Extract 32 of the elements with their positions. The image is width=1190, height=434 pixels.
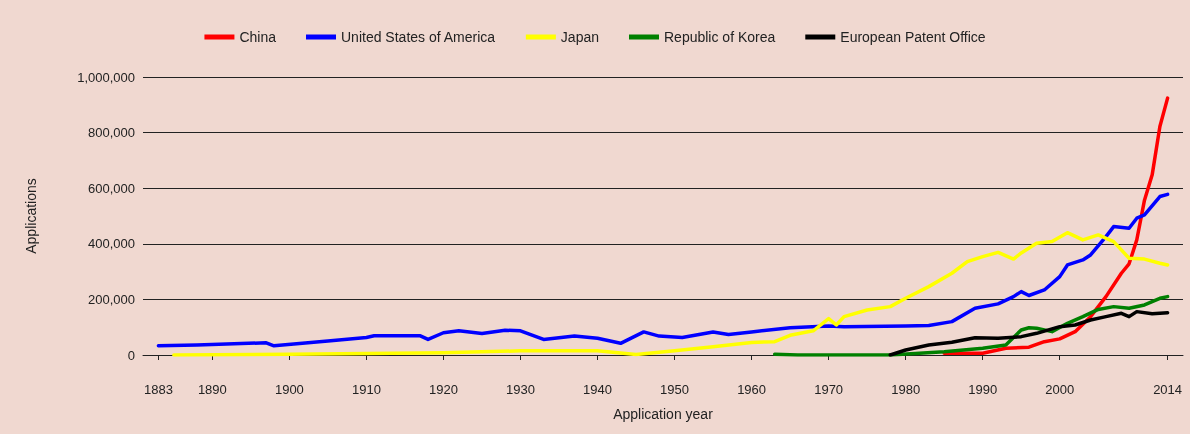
x-axis-title: Application year (613, 406, 714, 422)
y-tick-label: 200,000 (88, 291, 135, 307)
line-series (942, 96, 1170, 356)
y-axis-title: Applications (23, 178, 39, 254)
x-tick-label: 1930 (506, 382, 535, 397)
legend-label: European Patent Office (840, 29, 986, 45)
x-tick-label: 1970 (814, 382, 844, 397)
line-series (156, 192, 1170, 348)
x-tick-label: 2014 (1153, 382, 1183, 397)
x-tick-label: 1940 (583, 382, 612, 397)
x-tick-label: 1890 (197, 382, 227, 397)
y-tick-label: 0 (127, 347, 135, 363)
legend-label: Republic of Korea (664, 29, 776, 45)
x-tick-label: 1900 (274, 382, 304, 397)
x-tick-label: 1980 (891, 382, 921, 397)
y-tick-label: 1,000,000 (77, 69, 135, 85)
y-tick-label: 400,000 (88, 236, 135, 252)
x-tick-label: 1990 (968, 382, 998, 397)
x-tick-label: 1920 (428, 382, 458, 397)
x-tick-label: 1883 (143, 382, 173, 397)
legend-label: China (239, 29, 277, 45)
legend-label: United States of America (341, 29, 496, 45)
y-tick-label: 800,000 (88, 125, 135, 141)
x-tick-label: 2000 (1045, 382, 1075, 397)
x-tick-label: 1960 (737, 382, 767, 397)
line-series (772, 294, 1170, 357)
legend-label: Japan (560, 29, 600, 45)
line-series (888, 309, 1170, 357)
line-series (172, 230, 1170, 357)
x-tick-label: 1910 (351, 382, 381, 397)
x-tick-label: 1950 (660, 382, 690, 397)
y-tick-label: 600,000 (88, 180, 135, 196)
